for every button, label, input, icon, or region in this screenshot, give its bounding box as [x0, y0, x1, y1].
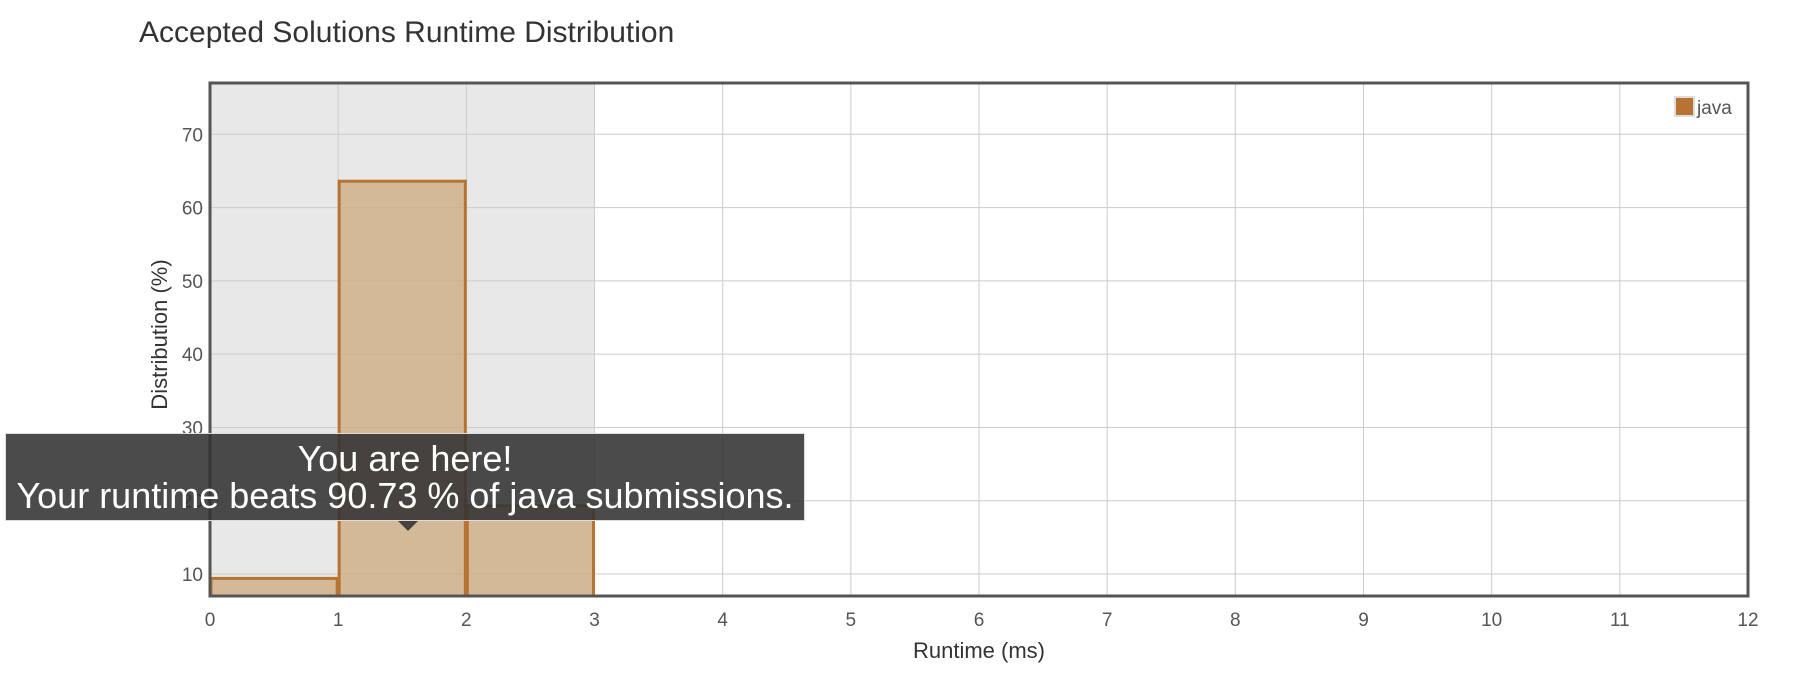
x-tick-label: 9 [1358, 610, 1369, 631]
x-tick-labels: 0 1 2 3 4 5 6 7 8 9 10 11 12 [205, 610, 1759, 631]
x-axis-label: Runtime (ms) [913, 638, 1045, 663]
histogram-bar [209, 576, 339, 598]
histogram-bar [337, 179, 467, 598]
y-tick-label: 50 [182, 272, 203, 293]
chart-title: Accepted Solutions Runtime Distribution [139, 16, 675, 49]
y-tick-label: 40 [182, 345, 203, 366]
legend-label-java: java [1696, 98, 1732, 119]
x-tick-label: 7 [1102, 610, 1113, 631]
legend-swatch-java [1674, 96, 1695, 117]
x-tick-label: 5 [846, 610, 857, 631]
y-tick-label: 60 [182, 199, 203, 220]
x-tick-label: 2 [461, 610, 472, 631]
legend[interactable]: java [1674, 96, 1732, 119]
x-tick-label: 8 [1230, 610, 1241, 631]
runtime-tooltip: You are here! Your runtime beats 90.73 %… [5, 433, 805, 521]
tooltip-line-2: Your runtime beats 90.73 % of java submi… [16, 475, 794, 516]
x-tick-label: 1 [333, 610, 344, 631]
x-tick-label: 4 [717, 610, 728, 631]
tooltip-line-1: You are here! [297, 438, 513, 479]
x-tick-label: 11 [1610, 610, 1630, 631]
plot-border [208, 81, 1750, 598]
x-tick-label: 0 [205, 610, 216, 631]
x-tick-label: 10 [1481, 610, 1502, 631]
y-tick-label: 70 [182, 125, 203, 146]
x-tick-label: 6 [974, 610, 985, 631]
y-tick-label: 10 [182, 565, 203, 586]
x-tick-label: 12 [1737, 610, 1758, 631]
x-tick-label: 3 [589, 610, 600, 631]
tooltip-arrow [398, 521, 418, 531]
y-axis-label: Distribution (%) [147, 259, 172, 409]
